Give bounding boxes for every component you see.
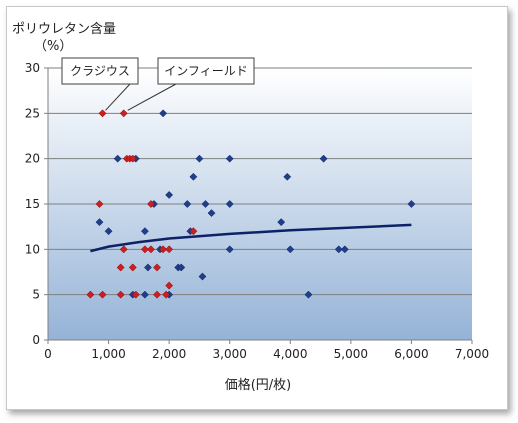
data-point-blue: [225, 200, 234, 208]
data-point-blue: [319, 154, 328, 163]
data-point-red: [119, 245, 128, 254]
data-point-red: [147, 200, 155, 208]
data-point-blue: [140, 290, 149, 299]
data-point-blue: [225, 154, 234, 163]
callout-leader: [105, 83, 131, 111]
data-point-red: [128, 263, 137, 272]
data-point-red: [98, 290, 107, 299]
callout-leader: [127, 83, 177, 111]
x-tick-label: 4,000: [273, 347, 307, 361]
data-point-red: [162, 290, 171, 299]
data-points: [86, 109, 416, 299]
data-point-blue: [225, 245, 234, 254]
y-tick-label: 20: [25, 152, 40, 166]
x-tick-label: 6,000: [394, 347, 428, 361]
x-tick-label: 7,000: [455, 347, 489, 361]
y-tick-label: 5: [32, 288, 40, 302]
data-point-red: [86, 290, 95, 299]
callout: インフィールド: [127, 57, 255, 111]
data-point-blue: [334, 245, 343, 254]
data-point-red: [147, 245, 155, 254]
data-point-blue: [177, 263, 186, 272]
callouts: クラジウス インフィールド: [61, 57, 255, 111]
data-point-blue: [207, 209, 216, 218]
data-point-blue: [140, 227, 149, 236]
data-point-blue: [304, 290, 313, 299]
data-point-red: [153, 290, 161, 299]
y-tick-label: 15: [25, 197, 40, 211]
data-point-blue: [198, 272, 207, 281]
data-point-red: [119, 109, 128, 118]
data-point-blue: [277, 218, 286, 227]
trendline: [90, 223, 412, 253]
data-point-red: [116, 263, 125, 272]
data-point-red: [165, 281, 174, 290]
trendline-path: [90, 223, 412, 253]
y-axis-title-line1: ポリウレタン含量: [12, 21, 116, 37]
y-tick-label: 10: [25, 242, 40, 256]
data-point-blue: [195, 154, 204, 163]
data-point-red: [165, 245, 174, 254]
callout-box: [61, 57, 139, 85]
data-point-blue: [201, 200, 210, 208]
callout-label: インフィールド: [164, 64, 247, 78]
data-point-blue: [143, 263, 152, 272]
data-point-blue: [407, 200, 416, 208]
data-point-blue: [286, 245, 295, 254]
data-point-blue: [95, 218, 104, 227]
data-point-red: [153, 263, 161, 272]
data-point-red: [131, 290, 140, 299]
x-tick-label: 1,000: [91, 347, 125, 361]
data-point-blue: [189, 172, 198, 181]
x-tick-label: 2,000: [152, 347, 186, 361]
data-point-red: [116, 290, 125, 299]
callout-label: クラジウス: [70, 64, 130, 78]
data-point-red: [140, 245, 149, 254]
x-axis-title: 価格(円/枚): [225, 377, 292, 393]
x-tick-label: 5,000: [334, 347, 368, 361]
axis-ticks: 0 5 10 15 20 25 30 0 1,000 2,000 3,000 4,000 5,000 6,…: [25, 61, 489, 361]
data-point-blue: [165, 190, 174, 199]
y-axis-title-line2: （%）: [34, 39, 72, 54]
data-point-blue: [183, 200, 192, 208]
data-point-blue: [340, 245, 349, 254]
data-point-red: [98, 109, 107, 118]
x-tick-label: 0: [44, 347, 52, 361]
data-point-blue: [283, 172, 292, 181]
data-point-red: [159, 245, 168, 254]
data-point-blue: [104, 227, 113, 236]
data-point-red: [189, 227, 198, 236]
callout: クラジウス: [61, 57, 139, 111]
y-tick-label: 0: [32, 333, 40, 347]
y-tick-label: 25: [25, 106, 40, 120]
callout-box: [157, 57, 255, 85]
data-point-red: [128, 154, 137, 163]
data-point-blue: [113, 154, 122, 163]
y-tick-label: 30: [25, 61, 40, 75]
data-point-red: [95, 200, 104, 208]
data-point-blue: [159, 109, 168, 118]
x-tick-label: 3,000: [213, 347, 247, 361]
